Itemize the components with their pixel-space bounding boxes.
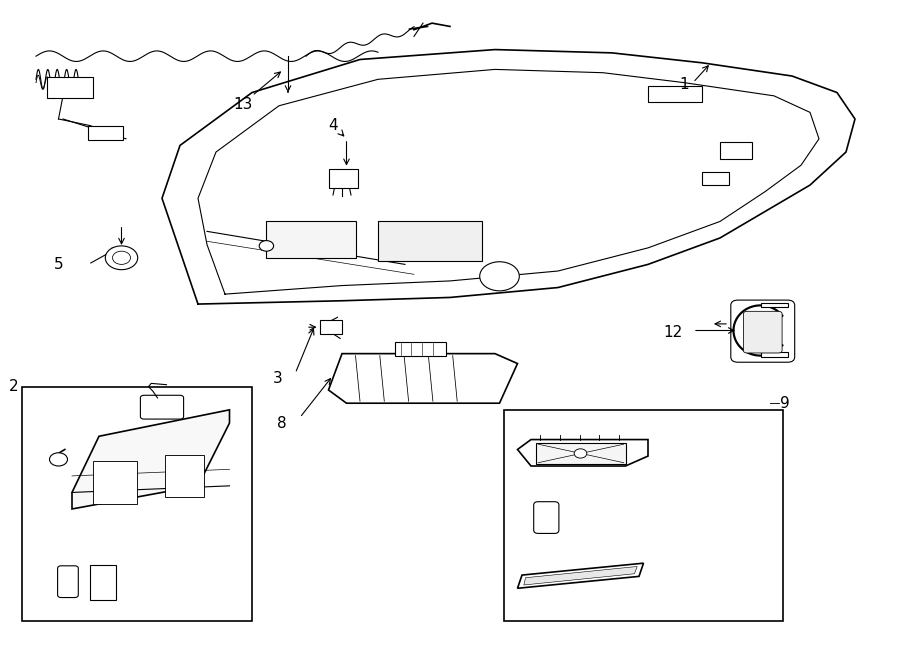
Polygon shape: [328, 354, 518, 403]
Polygon shape: [72, 410, 230, 509]
Polygon shape: [760, 303, 788, 307]
Circle shape: [574, 449, 587, 458]
FancyBboxPatch shape: [88, 126, 123, 140]
FancyBboxPatch shape: [47, 77, 93, 98]
Polygon shape: [760, 352, 788, 357]
FancyBboxPatch shape: [395, 342, 446, 356]
Text: 5: 5: [54, 257, 63, 272]
FancyBboxPatch shape: [702, 172, 729, 185]
Polygon shape: [162, 50, 855, 304]
FancyBboxPatch shape: [140, 395, 184, 419]
Circle shape: [259, 241, 274, 251]
FancyBboxPatch shape: [165, 455, 204, 497]
FancyBboxPatch shape: [320, 320, 342, 334]
FancyBboxPatch shape: [648, 86, 702, 102]
Circle shape: [105, 246, 138, 270]
FancyBboxPatch shape: [22, 387, 252, 621]
FancyBboxPatch shape: [90, 565, 116, 600]
Text: 3: 3: [273, 371, 282, 385]
Text: 13: 13: [233, 97, 253, 112]
FancyBboxPatch shape: [378, 221, 482, 261]
Text: 4: 4: [328, 118, 338, 133]
Text: 1: 1: [680, 77, 688, 92]
Text: 6: 6: [45, 576, 54, 590]
Polygon shape: [518, 440, 648, 466]
FancyBboxPatch shape: [504, 410, 783, 621]
Polygon shape: [518, 563, 644, 588]
FancyBboxPatch shape: [266, 221, 356, 258]
FancyBboxPatch shape: [329, 169, 358, 188]
Circle shape: [480, 262, 519, 291]
Text: 12: 12: [663, 325, 683, 340]
Text: 11: 11: [602, 558, 622, 572]
FancyBboxPatch shape: [58, 566, 78, 598]
FancyBboxPatch shape: [731, 300, 795, 362]
Circle shape: [50, 453, 68, 466]
FancyBboxPatch shape: [534, 502, 559, 533]
Text: 7: 7: [140, 576, 148, 590]
Text: 8: 8: [277, 416, 286, 430]
Circle shape: [112, 251, 130, 264]
Text: 9: 9: [780, 396, 789, 410]
FancyBboxPatch shape: [93, 461, 137, 504]
Text: 2: 2: [9, 379, 18, 394]
FancyBboxPatch shape: [720, 142, 751, 159]
FancyBboxPatch shape: [743, 311, 782, 353]
FancyBboxPatch shape: [536, 443, 626, 464]
Polygon shape: [524, 566, 637, 585]
Text: 10: 10: [602, 498, 622, 513]
